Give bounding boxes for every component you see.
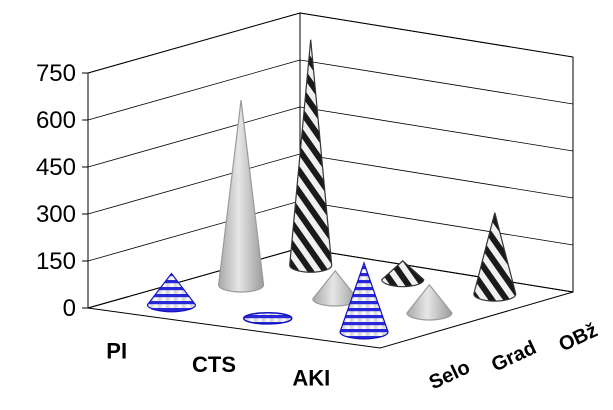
category-label-aki: AKI [292, 365, 330, 390]
cone-body [381, 260, 425, 288]
left-wall [87, 12, 301, 309]
cone-body [217, 100, 265, 293]
chart-labels: 0 150 300 450 600 750 PI CTS AKI Selo Grad OBž [36, 60, 601, 394]
y-tick-label: 300 [36, 201, 76, 228]
y-tick-label: 750 [36, 60, 76, 87]
y-tick-label: 600 [36, 107, 76, 134]
cone-body [289, 39, 333, 273]
series-label-1: Grad [488, 337, 540, 377]
gridline-back [299, 12, 574, 58]
gridline-left [87, 106, 301, 168]
cone-grad-aki [406, 283, 453, 321]
cone-selo-cts [243, 311, 293, 325]
category-label-cts: CTS [192, 352, 236, 377]
series-label-0: Selo [426, 356, 474, 394]
cone-selo-aki [339, 261, 389, 340]
category-label-pi: PI [106, 339, 127, 364]
cone-body [473, 212, 517, 302]
y-tick-label: 450 [36, 154, 76, 181]
cone-obž-cts [381, 260, 425, 288]
series-label-2: OBž [556, 319, 602, 356]
chart-walls [82, 12, 574, 349]
back-wall [299, 12, 574, 293]
chart-cones [146, 39, 517, 340]
cone-body [339, 261, 389, 340]
cone-body [146, 272, 197, 313]
cone-obž-pi [289, 39, 333, 273]
gridline-left [87, 12, 301, 74]
y-tick-label: 150 [36, 248, 76, 275]
cone-body [406, 283, 453, 321]
cone-grad-pi [217, 100, 265, 293]
gridline-left [87, 153, 301, 215]
gridline-left [87, 59, 301, 121]
gridline-back [299, 153, 574, 199]
gridline-back [299, 200, 574, 246]
gridline-left [87, 200, 301, 262]
cone-obž-aki [473, 212, 517, 302]
y-tick-label: 0 [63, 295, 76, 322]
cone-selo-pi [146, 272, 197, 313]
gridline-back [299, 59, 574, 105]
cone-base [243, 311, 293, 325]
gridline-back [299, 106, 574, 152]
